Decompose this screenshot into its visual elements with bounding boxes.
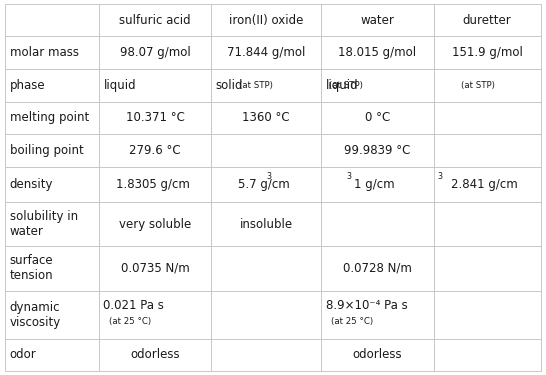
Text: 8.9×10⁻⁴ Pa s: 8.9×10⁻⁴ Pa s	[325, 299, 407, 312]
Bar	[321, 246, 434, 291]
Text: 2.841 g/cm: 2.841 g/cm	[451, 178, 518, 191]
Bar	[99, 102, 211, 134]
Text: insoluble: insoluble	[240, 218, 293, 231]
Bar	[434, 167, 541, 202]
Bar	[321, 69, 434, 102]
Text: liquid: liquid	[325, 79, 358, 92]
Text: 279.6 °C: 279.6 °C	[129, 144, 181, 157]
Bar	[99, 202, 211, 246]
Text: 10.371 °C: 10.371 °C	[126, 111, 185, 125]
Bar	[321, 36, 434, 69]
Bar	[211, 4, 321, 36]
Text: 1.8305 g/cm: 1.8305 g/cm	[116, 178, 189, 191]
Text: (at STP): (at STP)	[329, 81, 363, 90]
Text: (at 25 °C): (at 25 °C)	[331, 317, 373, 326]
Text: solubility in
water: solubility in water	[10, 210, 78, 238]
Bar	[211, 246, 321, 291]
Bar	[5, 339, 99, 371]
Bar	[5, 36, 99, 69]
Text: 1360 °C: 1360 °C	[242, 111, 290, 125]
Text: 18.015 g/mol: 18.015 g/mol	[339, 46, 417, 59]
Bar	[211, 167, 321, 202]
Text: density: density	[10, 178, 54, 191]
Bar	[434, 246, 541, 291]
Bar	[5, 102, 99, 134]
Text: 71.844 g/mol: 71.844 g/mol	[227, 46, 306, 59]
Text: odorless: odorless	[130, 348, 180, 361]
Bar	[321, 291, 434, 339]
Text: 151.9 g/mol: 151.9 g/mol	[452, 46, 523, 59]
Bar	[99, 339, 211, 371]
Bar	[99, 36, 211, 69]
Text: 99.9839 °C: 99.9839 °C	[344, 144, 411, 157]
Bar	[211, 69, 321, 102]
Bar	[321, 134, 434, 167]
Bar	[99, 291, 211, 339]
Bar	[99, 4, 211, 36]
Bar	[321, 4, 434, 36]
Text: (at STP): (at STP)	[461, 81, 495, 90]
Text: surface
tension: surface tension	[10, 254, 54, 282]
Bar	[99, 246, 211, 291]
Bar	[99, 69, 211, 102]
Text: odorless: odorless	[353, 348, 402, 361]
Bar	[99, 134, 211, 167]
Text: 1 g/cm: 1 g/cm	[354, 178, 395, 191]
Bar	[434, 4, 541, 36]
Bar	[321, 167, 434, 202]
Bar	[5, 246, 99, 291]
Bar	[5, 4, 99, 36]
Text: 0.0728 N/m: 0.0728 N/m	[343, 262, 412, 275]
Text: 0.0735 N/m: 0.0735 N/m	[121, 262, 189, 275]
Text: 3: 3	[266, 172, 271, 181]
Text: solid: solid	[216, 79, 244, 92]
Text: 3: 3	[437, 172, 442, 181]
Text: 0 °C: 0 °C	[365, 111, 390, 125]
Bar	[5, 134, 99, 167]
Bar	[434, 202, 541, 246]
Bar	[5, 167, 99, 202]
Bar	[434, 69, 541, 102]
Text: iron(II) oxide: iron(II) oxide	[229, 13, 304, 27]
Text: phase: phase	[10, 79, 45, 92]
Bar	[434, 102, 541, 134]
Text: boiling point: boiling point	[10, 144, 84, 157]
Bar	[434, 134, 541, 167]
Text: odor: odor	[10, 348, 37, 361]
Text: dynamic
viscosity: dynamic viscosity	[10, 301, 61, 328]
Bar	[211, 291, 321, 339]
Text: duretter: duretter	[462, 13, 512, 27]
Bar	[321, 339, 434, 371]
Bar	[321, 202, 434, 246]
Text: very soluble: very soluble	[119, 218, 192, 231]
Bar	[211, 102, 321, 134]
Text: molar mass: molar mass	[10, 46, 79, 59]
Text: 3: 3	[346, 172, 352, 181]
Bar	[211, 36, 321, 69]
Text: melting point: melting point	[10, 111, 89, 125]
Text: (at STP): (at STP)	[239, 81, 273, 90]
Bar	[211, 134, 321, 167]
Bar	[99, 167, 211, 202]
Text: 98.07 g/mol: 98.07 g/mol	[120, 46, 191, 59]
Bar	[5, 202, 99, 246]
Bar	[5, 291, 99, 339]
Text: water: water	[360, 13, 394, 27]
Bar	[434, 339, 541, 371]
Text: 0.021 Pa s: 0.021 Pa s	[104, 299, 164, 312]
Text: (at 25 °C): (at 25 °C)	[109, 317, 151, 326]
Bar	[211, 339, 321, 371]
Bar	[434, 36, 541, 69]
Bar	[5, 69, 99, 102]
Text: sulfuric acid: sulfuric acid	[120, 13, 191, 27]
Bar	[434, 291, 541, 339]
Bar	[321, 102, 434, 134]
Text: 5.7 g/cm: 5.7 g/cm	[238, 178, 289, 191]
Text: liquid: liquid	[104, 79, 136, 92]
Bar	[211, 202, 321, 246]
